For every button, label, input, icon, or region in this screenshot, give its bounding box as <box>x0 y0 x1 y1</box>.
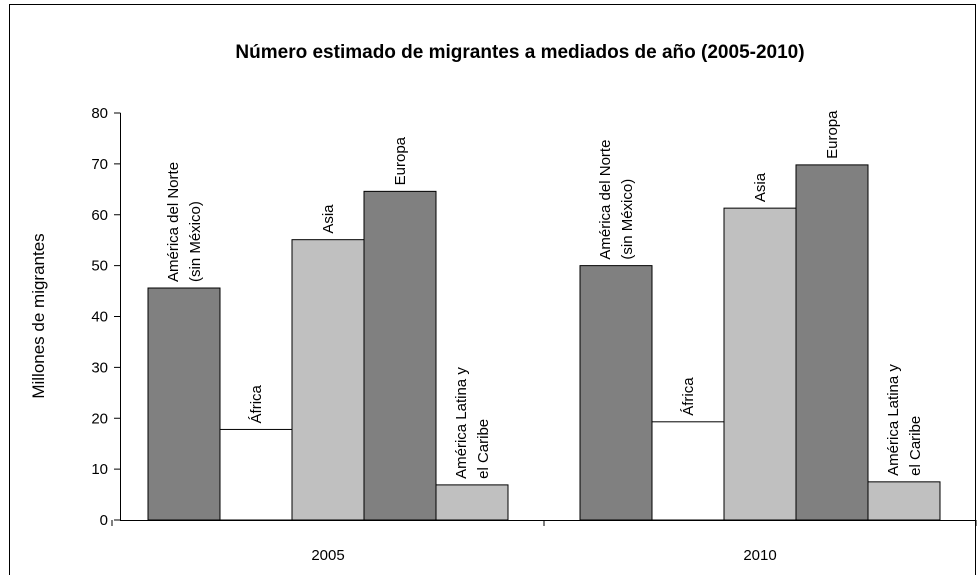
y-tick-label: 20 <box>91 410 108 427</box>
x-tick-label: 2010 <box>743 547 776 564</box>
bar <box>435 484 509 521</box>
bar-label: América Latina y el Caribe <box>453 367 492 479</box>
bar-label: América Latina y el Caribe <box>885 364 924 476</box>
y-tick-label: 0 <box>100 512 108 529</box>
bar <box>219 428 293 521</box>
chart-frame <box>9 4 976 575</box>
bar-label: Asia <box>320 204 337 234</box>
y-tick-label: 10 <box>91 461 108 478</box>
bar-label: Asia <box>752 172 769 202</box>
y-tick-label: 60 <box>91 207 108 224</box>
bar <box>363 190 437 521</box>
bar <box>651 421 725 521</box>
bar <box>723 207 797 521</box>
x-tick-label: 2005 <box>311 547 344 564</box>
bar <box>867 481 941 521</box>
bar-label: América del Norte (sin México) <box>597 140 636 260</box>
y-tick-label: 50 <box>91 258 108 275</box>
bar-label: África <box>680 377 697 416</box>
bar-label: Europa <box>392 136 409 185</box>
y-tick-label: 70 <box>91 156 108 173</box>
y-tick-label: 80 <box>91 105 108 122</box>
y-tick-label: 40 <box>91 309 108 326</box>
bar <box>795 164 869 521</box>
bar <box>579 265 653 521</box>
bar-label: Europa <box>824 110 841 159</box>
bar-label: África <box>248 384 265 423</box>
chart-title: Número estimado de migrantes a mediados … <box>235 42 804 63</box>
y-tick-label: 30 <box>91 359 108 376</box>
y-axis-label: Millones de migrantes <box>29 233 48 398</box>
bar <box>147 287 221 521</box>
bar <box>291 239 365 521</box>
bar-label: América del Norte (sin México) <box>165 162 204 282</box>
